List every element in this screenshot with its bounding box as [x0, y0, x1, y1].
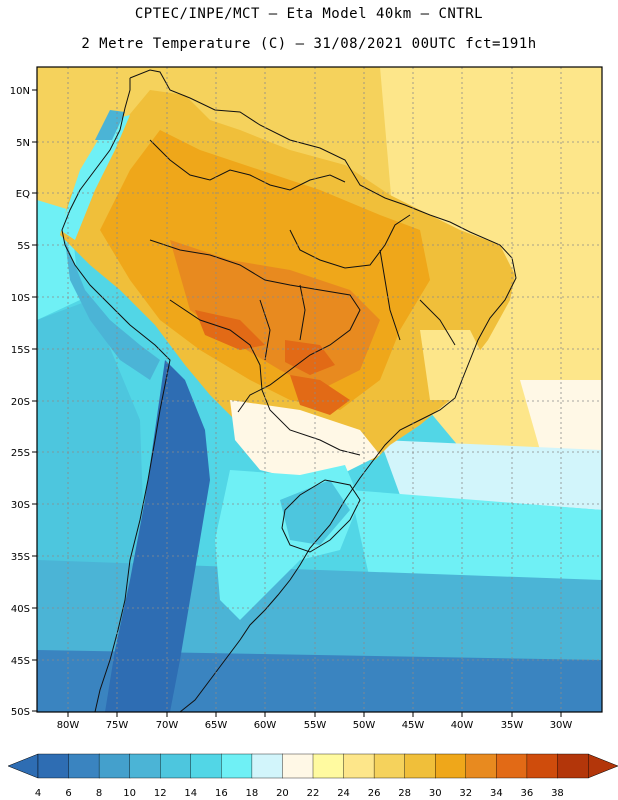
lat-label-40s: 40S: [11, 604, 30, 615]
colorbar-right-arrow: [587, 753, 618, 779]
colorbar-left-arrow: [7, 753, 39, 779]
colorbar-label: 6: [65, 788, 71, 799]
colorbar: 4 6 8 10 12 14 16 18 20 22 24 26 28 30 32 34 36 38: [7, 753, 618, 799]
south-america-coastline: [61, 69, 517, 713]
colorbar-label: 28: [398, 788, 411, 799]
colorbar-label: 34: [490, 788, 503, 799]
colorbar-label: 26: [368, 788, 381, 799]
lat-label-10s: 10S: [11, 293, 30, 304]
lon-label-40w: 40W: [451, 720, 474, 731]
lon-label-50w: 50W: [353, 720, 376, 731]
lat-label-eq: EQ: [16, 189, 30, 200]
map-title-line1: CPTEC/INPE/MCT – Eta Model 40km – CNTRL: [134, 6, 484, 22]
coastlines: [61, 69, 517, 713]
colorbar-label: 18: [246, 788, 259, 799]
lon-label-60w: 60W: [254, 720, 277, 731]
lat-label-35s: 35S: [11, 552, 30, 563]
colorbar-swatch: [129, 753, 161, 779]
map-title-line2: 2 Metre Temperature (C) – 31/08/2021 00U…: [81, 36, 537, 52]
colorbar-swatch: [221, 753, 253, 779]
colorbar-label: 24: [337, 788, 350, 799]
brazil-border: [149, 214, 411, 413]
colorbar-label: 20: [276, 788, 289, 799]
field-south-plain: [230, 400, 380, 480]
colorbar-label: 12: [154, 788, 167, 799]
field-andes-cold: [105, 360, 210, 712]
lon-label-30w: 30W: [550, 720, 573, 731]
bolivia-paraguay-border: [169, 299, 361, 456]
lon-label-80w: 80W: [57, 720, 80, 731]
colorbar-label: 38: [551, 788, 564, 799]
lon-label-45w: 45W: [402, 720, 425, 731]
lat-label-50s: 50S: [11, 707, 30, 718]
lat-label-45s: 45S: [11, 656, 30, 667]
lat-label-20s: 20S: [11, 397, 30, 408]
colorbar-label: 16: [215, 788, 228, 799]
lat-label-15s: 15S: [11, 345, 30, 356]
colorbar-swatch: [496, 753, 528, 779]
lat-label-10n: 10N: [10, 86, 30, 97]
inland-states: [259, 249, 456, 361]
lat-label-30s: 30S: [11, 500, 30, 511]
colorbar-label: 4: [35, 788, 41, 799]
colorbar-swatch: [312, 753, 345, 779]
field-land-hotter: [170, 240, 380, 390]
colorbar-swatch: [373, 753, 406, 779]
colorbar-swatch: [37, 753, 70, 779]
north-borders: [149, 139, 346, 191]
map-frame: [36, 66, 603, 713]
latitude-labels: 10N 5N EQ 5S 10S 15S 20S 25S 30S 35S 40S…: [10, 86, 30, 718]
colorbar-label: 36: [521, 788, 534, 799]
colorbar-label: 8: [96, 788, 102, 799]
colorbar-swatch: [526, 753, 559, 779]
lat-label-5s: 5S: [17, 241, 30, 252]
colorbar-swatch: [251, 753, 284, 779]
lon-label-75w: 75W: [106, 720, 129, 731]
field-andes-north: [60, 115, 130, 240]
colorbar-swatch: [465, 753, 497, 779]
colorbar-swatch: [98, 753, 131, 779]
colorbar-swatch: [160, 753, 192, 779]
colorbar-swatch: [435, 753, 467, 779]
colorbar-swatch: [557, 753, 589, 779]
colorbar-label: 10: [123, 788, 136, 799]
field-andes-north-cold: [95, 110, 125, 140]
colorbar-label: 14: [184, 788, 197, 799]
field-hotspot-3: [290, 375, 350, 415]
field-east-coast-mild: [420, 330, 490, 400]
lon-label-35w: 35W: [501, 720, 524, 731]
colorbar-swatch: [190, 753, 222, 779]
lat-label-5n: 5N: [16, 138, 30, 149]
colorbar-labels: 4 6 8 10 12 14 16 18 20 22 24 26 28 30 32 34 36 38: [35, 788, 564, 799]
lon-label-70w: 70W: [156, 720, 179, 731]
field-andes-central: [65, 240, 160, 380]
colorbar-swatch: [68, 753, 100, 779]
uruguay-outline: [281, 479, 361, 553]
axis-ticks: [32, 89, 562, 717]
colorbar-swatches: [37, 753, 589, 779]
colorbar-swatch: [282, 753, 314, 779]
colorbar-label: 32: [459, 788, 472, 799]
lat-label-25s: 25S: [11, 448, 30, 459]
colorbar-swatch: [404, 753, 436, 779]
colorbar-swatch: [343, 753, 375, 779]
colorbar-label: 30: [429, 788, 442, 799]
field-atlantic-cool: [380, 440, 602, 510]
lon-label-55w: 55W: [304, 720, 327, 731]
lon-label-65w: 65W: [205, 720, 228, 731]
map-graticule: [37, 67, 602, 712]
colorbar-label: 22: [307, 788, 320, 799]
longitude-labels: 80W 75W 70W 65W 60W 55W 50W 45W 40W 35W …: [57, 720, 573, 731]
